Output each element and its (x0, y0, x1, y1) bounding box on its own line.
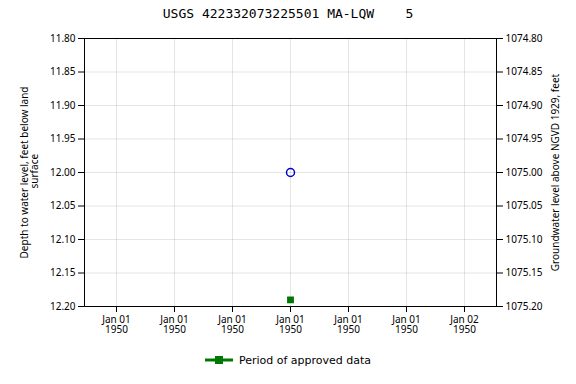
svg-text:Jan 021950: Jan 021950 (449, 312, 479, 336)
svg-text:Jan 011950: Jan 011950 (275, 312, 305, 336)
svg-text:1075.00: 1075.00 (506, 165, 543, 179)
svg-text:1075.05: 1075.05 (506, 198, 543, 212)
svg-text:Jan 011950: Jan 011950 (391, 312, 421, 336)
svg-text:11.90: 11.90 (50, 98, 76, 112)
svg-text:11.80: 11.80 (50, 31, 76, 45)
svg-text:Depth to water level, feet bel: Depth to water level, feet below land su… (17, 87, 41, 259)
svg-text:12.15: 12.15 (50, 265, 76, 279)
svg-text:1075.15: 1075.15 (506, 265, 543, 279)
svg-text:1075.10: 1075.10 (506, 232, 543, 246)
svg-text:12.00: 12.00 (50, 165, 76, 179)
svg-text:Jan 011950: Jan 011950 (159, 312, 189, 336)
svg-text:1074.85: 1074.85 (506, 64, 543, 78)
svg-text:12.10: 12.10 (50, 232, 76, 246)
svg-text:Groundwater level above NGVD 1: Groundwater level above NGVD 1929, feet (548, 73, 562, 271)
svg-text:1074.90: 1074.90 (506, 98, 543, 112)
svg-text:1074.95: 1074.95 (506, 131, 543, 145)
svg-text:12.05: 12.05 (50, 198, 76, 212)
svg-text:12.20: 12.20 (50, 299, 76, 313)
svg-text:11.95: 11.95 (50, 131, 76, 145)
html-text:USGS 422332073225501 MA-LQW 5: USGS 422332073225501 MA-LQW 5 (162, 6, 414, 21)
svg-text:Jan 011950: Jan 011950 (101, 312, 131, 336)
svg-text:Jan 011950: Jan 011950 (333, 312, 363, 336)
svg-text:1074.80: 1074.80 (506, 31, 543, 45)
svg-text:1075.20: 1075.20 (506, 299, 543, 313)
svg-text:11.85: 11.85 (50, 64, 76, 78)
svg-text:Jan 011950: Jan 011950 (217, 312, 247, 336)
html-text:Period of approved data: Period of approved data (238, 353, 372, 367)
